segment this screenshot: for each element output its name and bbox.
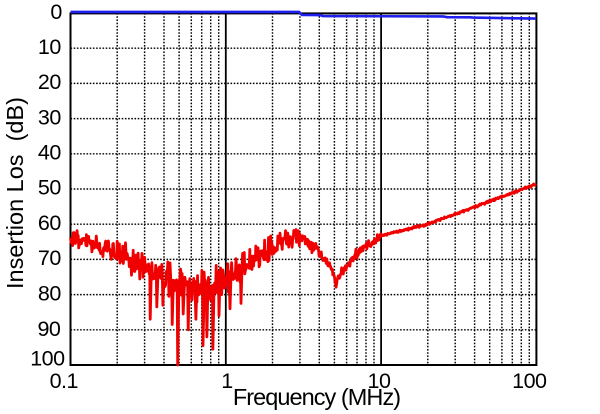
svg-text:100: 100 (30, 346, 65, 370)
svg-text:60: 60 (38, 211, 61, 235)
svg-text:10: 10 (368, 369, 391, 393)
svg-text:40: 40 (38, 141, 61, 165)
svg-text:90: 90 (37, 317, 60, 341)
svg-text:0: 0 (50, 0, 62, 24)
svg-text:50: 50 (38, 176, 61, 200)
svg-text:1: 1 (221, 369, 232, 393)
svg-text:Insertion Los (dB): Insertion Los (dB) (2, 97, 28, 289)
svg-text:30: 30 (38, 105, 61, 129)
svg-text:Frequency (MHz): Frequency (MHz) (233, 384, 400, 410)
svg-text:10: 10 (38, 35, 61, 59)
svg-text:100: 100 (512, 369, 547, 393)
svg-text:0.1: 0.1 (50, 369, 78, 393)
svg-text:80: 80 (38, 281, 61, 305)
svg-text:70: 70 (38, 246, 61, 270)
svg-text:20: 20 (38, 70, 61, 94)
